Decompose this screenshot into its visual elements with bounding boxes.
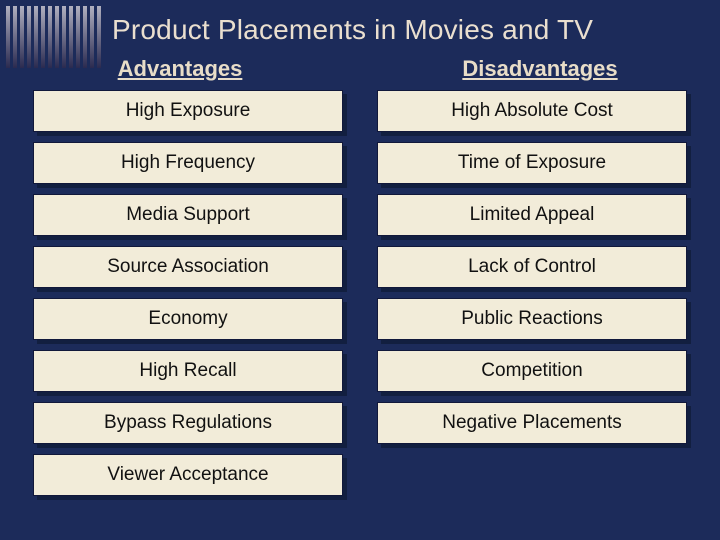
cell-label: Time of Exposure [377, 142, 687, 184]
list-item: Source Association [33, 246, 343, 288]
advantages-column: High Exposure High Frequency Media Suppo… [33, 90, 343, 534]
list-item: Media Support [33, 194, 343, 236]
columns-container: High Exposure High Frequency Media Suppo… [0, 90, 720, 534]
disadvantages-header: Disadvantages [360, 56, 720, 82]
list-item: High Recall [33, 350, 343, 392]
cell-label: Public Reactions [377, 298, 687, 340]
slide-title: Product Placements in Movies and TV [112, 14, 708, 46]
list-item: Public Reactions [377, 298, 687, 340]
list-item: Economy [33, 298, 343, 340]
disadvantages-column: High Absolute Cost Time of Exposure Limi… [377, 90, 687, 534]
cell-label: Negative Placements [377, 402, 687, 444]
list-item: Viewer Acceptance [33, 454, 343, 496]
list-item: High Absolute Cost [377, 90, 687, 132]
column-headers: Advantages Disadvantages [0, 56, 720, 82]
list-item: Time of Exposure [377, 142, 687, 184]
cell-label: Source Association [33, 246, 343, 288]
cell-label: Competition [377, 350, 687, 392]
list-item: High Frequency [33, 142, 343, 184]
list-item: Limited Appeal [377, 194, 687, 236]
list-item: Negative Placements [377, 402, 687, 444]
cell-label: High Exposure [33, 90, 343, 132]
cell-label: High Recall [33, 350, 343, 392]
list-item: Competition [377, 350, 687, 392]
list-item: Bypass Regulations [33, 402, 343, 444]
cell-label: Lack of Control [377, 246, 687, 288]
cell-label: Media Support [33, 194, 343, 236]
cell-label: Bypass Regulations [33, 402, 343, 444]
advantages-header: Advantages [0, 56, 360, 82]
cell-label: Viewer Acceptance [33, 454, 343, 496]
cell-label: High Absolute Cost [377, 90, 687, 132]
cell-label: Limited Appeal [377, 194, 687, 236]
cell-label: Economy [33, 298, 343, 340]
cell-label: High Frequency [33, 142, 343, 184]
list-item: Lack of Control [377, 246, 687, 288]
list-item: High Exposure [33, 90, 343, 132]
